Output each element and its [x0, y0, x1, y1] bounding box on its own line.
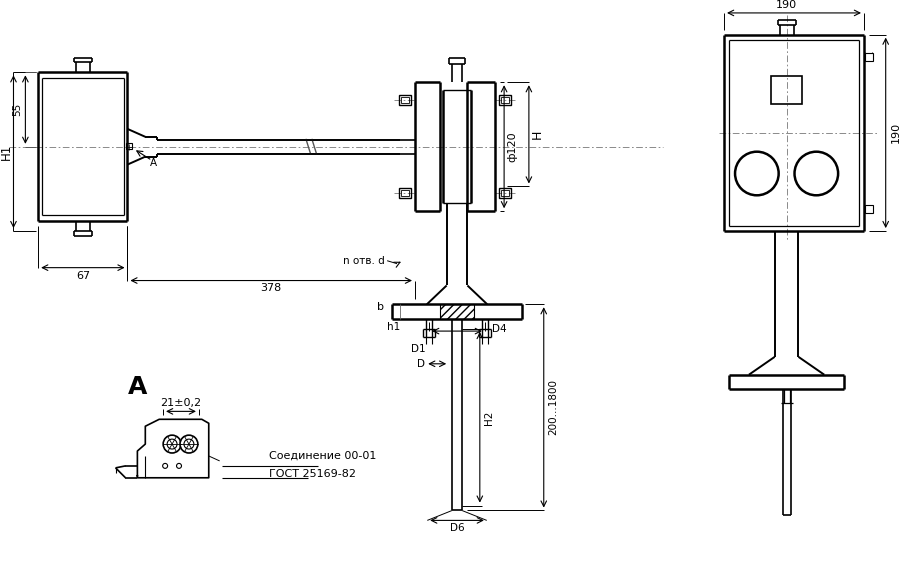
Text: h1: h1 — [388, 322, 400, 332]
Circle shape — [795, 151, 838, 195]
Bar — [399, 95, 411, 105]
Bar — [399, 188, 411, 198]
Text: 190: 190 — [891, 122, 900, 144]
Bar — [401, 97, 409, 103]
Bar — [500, 188, 511, 198]
Bar — [401, 190, 409, 196]
Text: D6: D6 — [450, 523, 464, 533]
Circle shape — [163, 435, 181, 453]
Text: Соединение 00-01: Соединение 00-01 — [269, 451, 376, 461]
Circle shape — [180, 435, 198, 453]
Bar — [770, 76, 803, 104]
Circle shape — [176, 463, 182, 468]
Text: D4: D4 — [492, 324, 507, 334]
Text: H1: H1 — [0, 144, 14, 160]
Text: ф120: ф120 — [507, 132, 517, 162]
Bar — [500, 95, 511, 105]
Text: 190: 190 — [776, 0, 797, 10]
Text: D1: D1 — [410, 344, 426, 354]
Circle shape — [184, 439, 194, 449]
Bar — [501, 97, 509, 103]
Text: 200...1800: 200...1800 — [549, 380, 559, 436]
Text: b: b — [377, 302, 384, 312]
Circle shape — [735, 151, 778, 195]
Text: А: А — [128, 375, 147, 398]
Circle shape — [163, 463, 167, 468]
Text: 55: 55 — [13, 103, 22, 116]
Bar — [127, 143, 132, 149]
Text: 67: 67 — [76, 271, 90, 281]
Bar — [865, 53, 873, 60]
Bar — [865, 205, 873, 213]
Bar — [440, 305, 474, 319]
Text: D: D — [418, 359, 426, 369]
Text: А: А — [149, 158, 157, 168]
Text: ГОСТ 25169-82: ГОСТ 25169-82 — [269, 469, 356, 479]
Bar — [501, 190, 509, 196]
Text: 378: 378 — [261, 284, 282, 293]
Text: H: H — [530, 129, 544, 139]
Circle shape — [167, 439, 177, 449]
Text: n отв. d: n отв. d — [344, 256, 385, 266]
Text: H2: H2 — [483, 410, 494, 424]
Text: 21±0,2: 21±0,2 — [160, 398, 202, 408]
